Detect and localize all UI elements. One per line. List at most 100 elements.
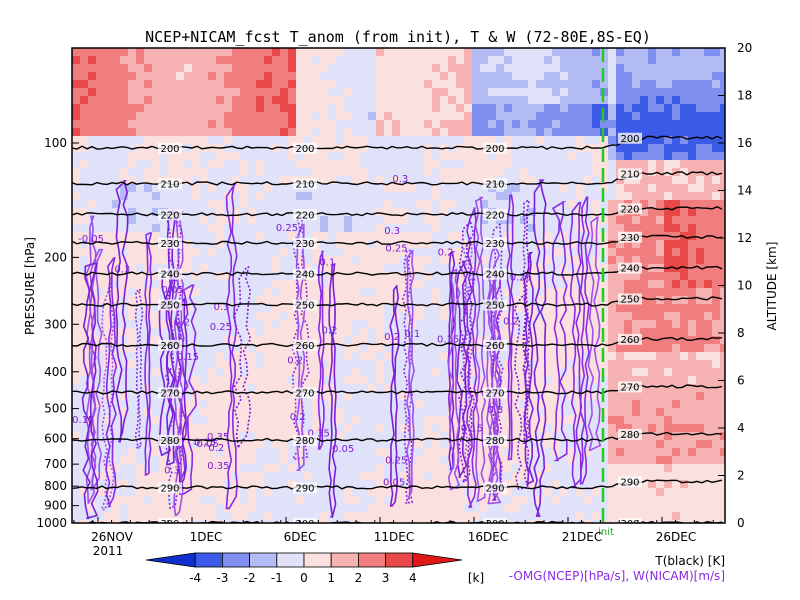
- anomaly-cell: [96, 488, 105, 497]
- anomaly-cell: [112, 200, 121, 209]
- anomaly-cell: [248, 256, 257, 265]
- anomaly-cell: [632, 120, 641, 129]
- anomaly-cell: [144, 512, 153, 521]
- anomaly-cell: [272, 312, 281, 321]
- anomaly-cell: [448, 128, 457, 137]
- anomaly-cell: [264, 80, 273, 89]
- anomaly-cell: [640, 72, 649, 81]
- anomaly-cell: [424, 296, 433, 305]
- anomaly-cell: [96, 216, 105, 225]
- anomaly-cell: [352, 96, 361, 105]
- anomaly-cell: [632, 440, 641, 449]
- anomaly-cell: [504, 328, 513, 337]
- anomaly-cell: [104, 304, 113, 313]
- anomaly-cell: [192, 48, 201, 57]
- anomaly-cell: [296, 136, 305, 145]
- anomaly-cell: [256, 288, 265, 297]
- anomaly-cell: [400, 328, 409, 337]
- anomaly-cell: [336, 112, 345, 121]
- anomaly-cell: [416, 96, 425, 105]
- anomaly-cell: [704, 216, 713, 225]
- anomaly-cell: [168, 472, 177, 481]
- anomaly-cell: [280, 280, 289, 289]
- anomaly-cell: [152, 392, 161, 401]
- anomaly-cell: [80, 128, 89, 137]
- anomaly-cell: [384, 128, 393, 137]
- w-contour-label: 0.3: [214, 302, 230, 313]
- anomaly-cell: [656, 408, 665, 417]
- anomaly-cell: [264, 184, 273, 193]
- anomaly-cell: [368, 344, 377, 353]
- anomaly-cell: [192, 168, 201, 177]
- anomaly-cell: [96, 440, 105, 449]
- anomaly-cell: [256, 496, 265, 505]
- anomaly-cell: [624, 48, 633, 57]
- anomaly-cell: [136, 520, 145, 523]
- anomaly-cell: [120, 424, 129, 433]
- w-contour-label: 0.25: [385, 456, 407, 467]
- anomaly-cell: [248, 192, 257, 201]
- anomaly-cell: [160, 168, 169, 177]
- anomaly-cell: [584, 392, 593, 401]
- anomaly-cell: [528, 168, 537, 177]
- anomaly-cell: [712, 352, 721, 361]
- anomaly-cell: [504, 184, 513, 193]
- anomaly-cell: [344, 456, 353, 465]
- anomaly-cell: [600, 400, 609, 409]
- anomaly-cell: [72, 280, 81, 289]
- anomaly-cell: [624, 112, 633, 121]
- anomaly-cell: [96, 432, 105, 441]
- anomaly-cell: [712, 176, 721, 185]
- anomaly-cell: [200, 456, 209, 465]
- anomaly-cell: [360, 312, 369, 321]
- anomaly-cell: [416, 288, 425, 297]
- anomaly-cell: [616, 376, 625, 385]
- anomaly-cell: [720, 432, 725, 441]
- anomaly-cell: [304, 408, 313, 417]
- anomaly-cell: [640, 448, 649, 457]
- anomaly-cell: [368, 296, 377, 305]
- anomaly-cell: [144, 368, 153, 377]
- anomaly-cell: [152, 120, 161, 129]
- anomaly-cell: [344, 288, 353, 297]
- anomaly-cell: [344, 400, 353, 409]
- anomaly-cell: [72, 440, 81, 449]
- anomaly-cell: [176, 248, 185, 257]
- anomaly-cell: [544, 112, 553, 121]
- anomaly-cell: [280, 464, 289, 473]
- anomaly-cell: [208, 456, 217, 465]
- anomaly-cell: [472, 152, 481, 161]
- anomaly-cell: [264, 104, 273, 113]
- anomaly-cell: [368, 224, 377, 233]
- anomaly-cell: [304, 96, 313, 105]
- anomaly-cell: [672, 352, 681, 361]
- anomaly-cell: [680, 72, 689, 81]
- anomaly-cell: [256, 440, 265, 449]
- anomaly-cell: [720, 120, 725, 129]
- anomaly-cell: [664, 464, 673, 473]
- anomaly-cell: [432, 408, 441, 417]
- anomaly-cell: [280, 432, 289, 441]
- anomaly-cell: [336, 424, 345, 433]
- anomaly-cell: [680, 312, 689, 321]
- w-contour-label: 0.15: [177, 352, 199, 363]
- anomaly-cell: [376, 144, 385, 153]
- anomaly-cell: [712, 448, 721, 457]
- anomaly-cell: [352, 104, 361, 113]
- anomaly-cell: [192, 376, 201, 385]
- anomaly-cell: [440, 152, 449, 161]
- anomaly-cell: [536, 312, 545, 321]
- anomaly-cell: [672, 240, 681, 249]
- anomaly-cell: [392, 120, 401, 129]
- anomaly-cell: [208, 328, 217, 337]
- anomaly-cell: [456, 112, 465, 121]
- anomaly-cell: [144, 176, 153, 185]
- anomaly-cell: [288, 72, 297, 81]
- anomaly-cell: [256, 504, 265, 513]
- anomaly-cell: [144, 216, 153, 225]
- anomaly-cell: [648, 104, 657, 113]
- anomaly-cell: [688, 360, 697, 369]
- anomaly-cell: [624, 312, 633, 321]
- anomaly-cell: [240, 152, 249, 161]
- anomaly-cell: [504, 352, 513, 361]
